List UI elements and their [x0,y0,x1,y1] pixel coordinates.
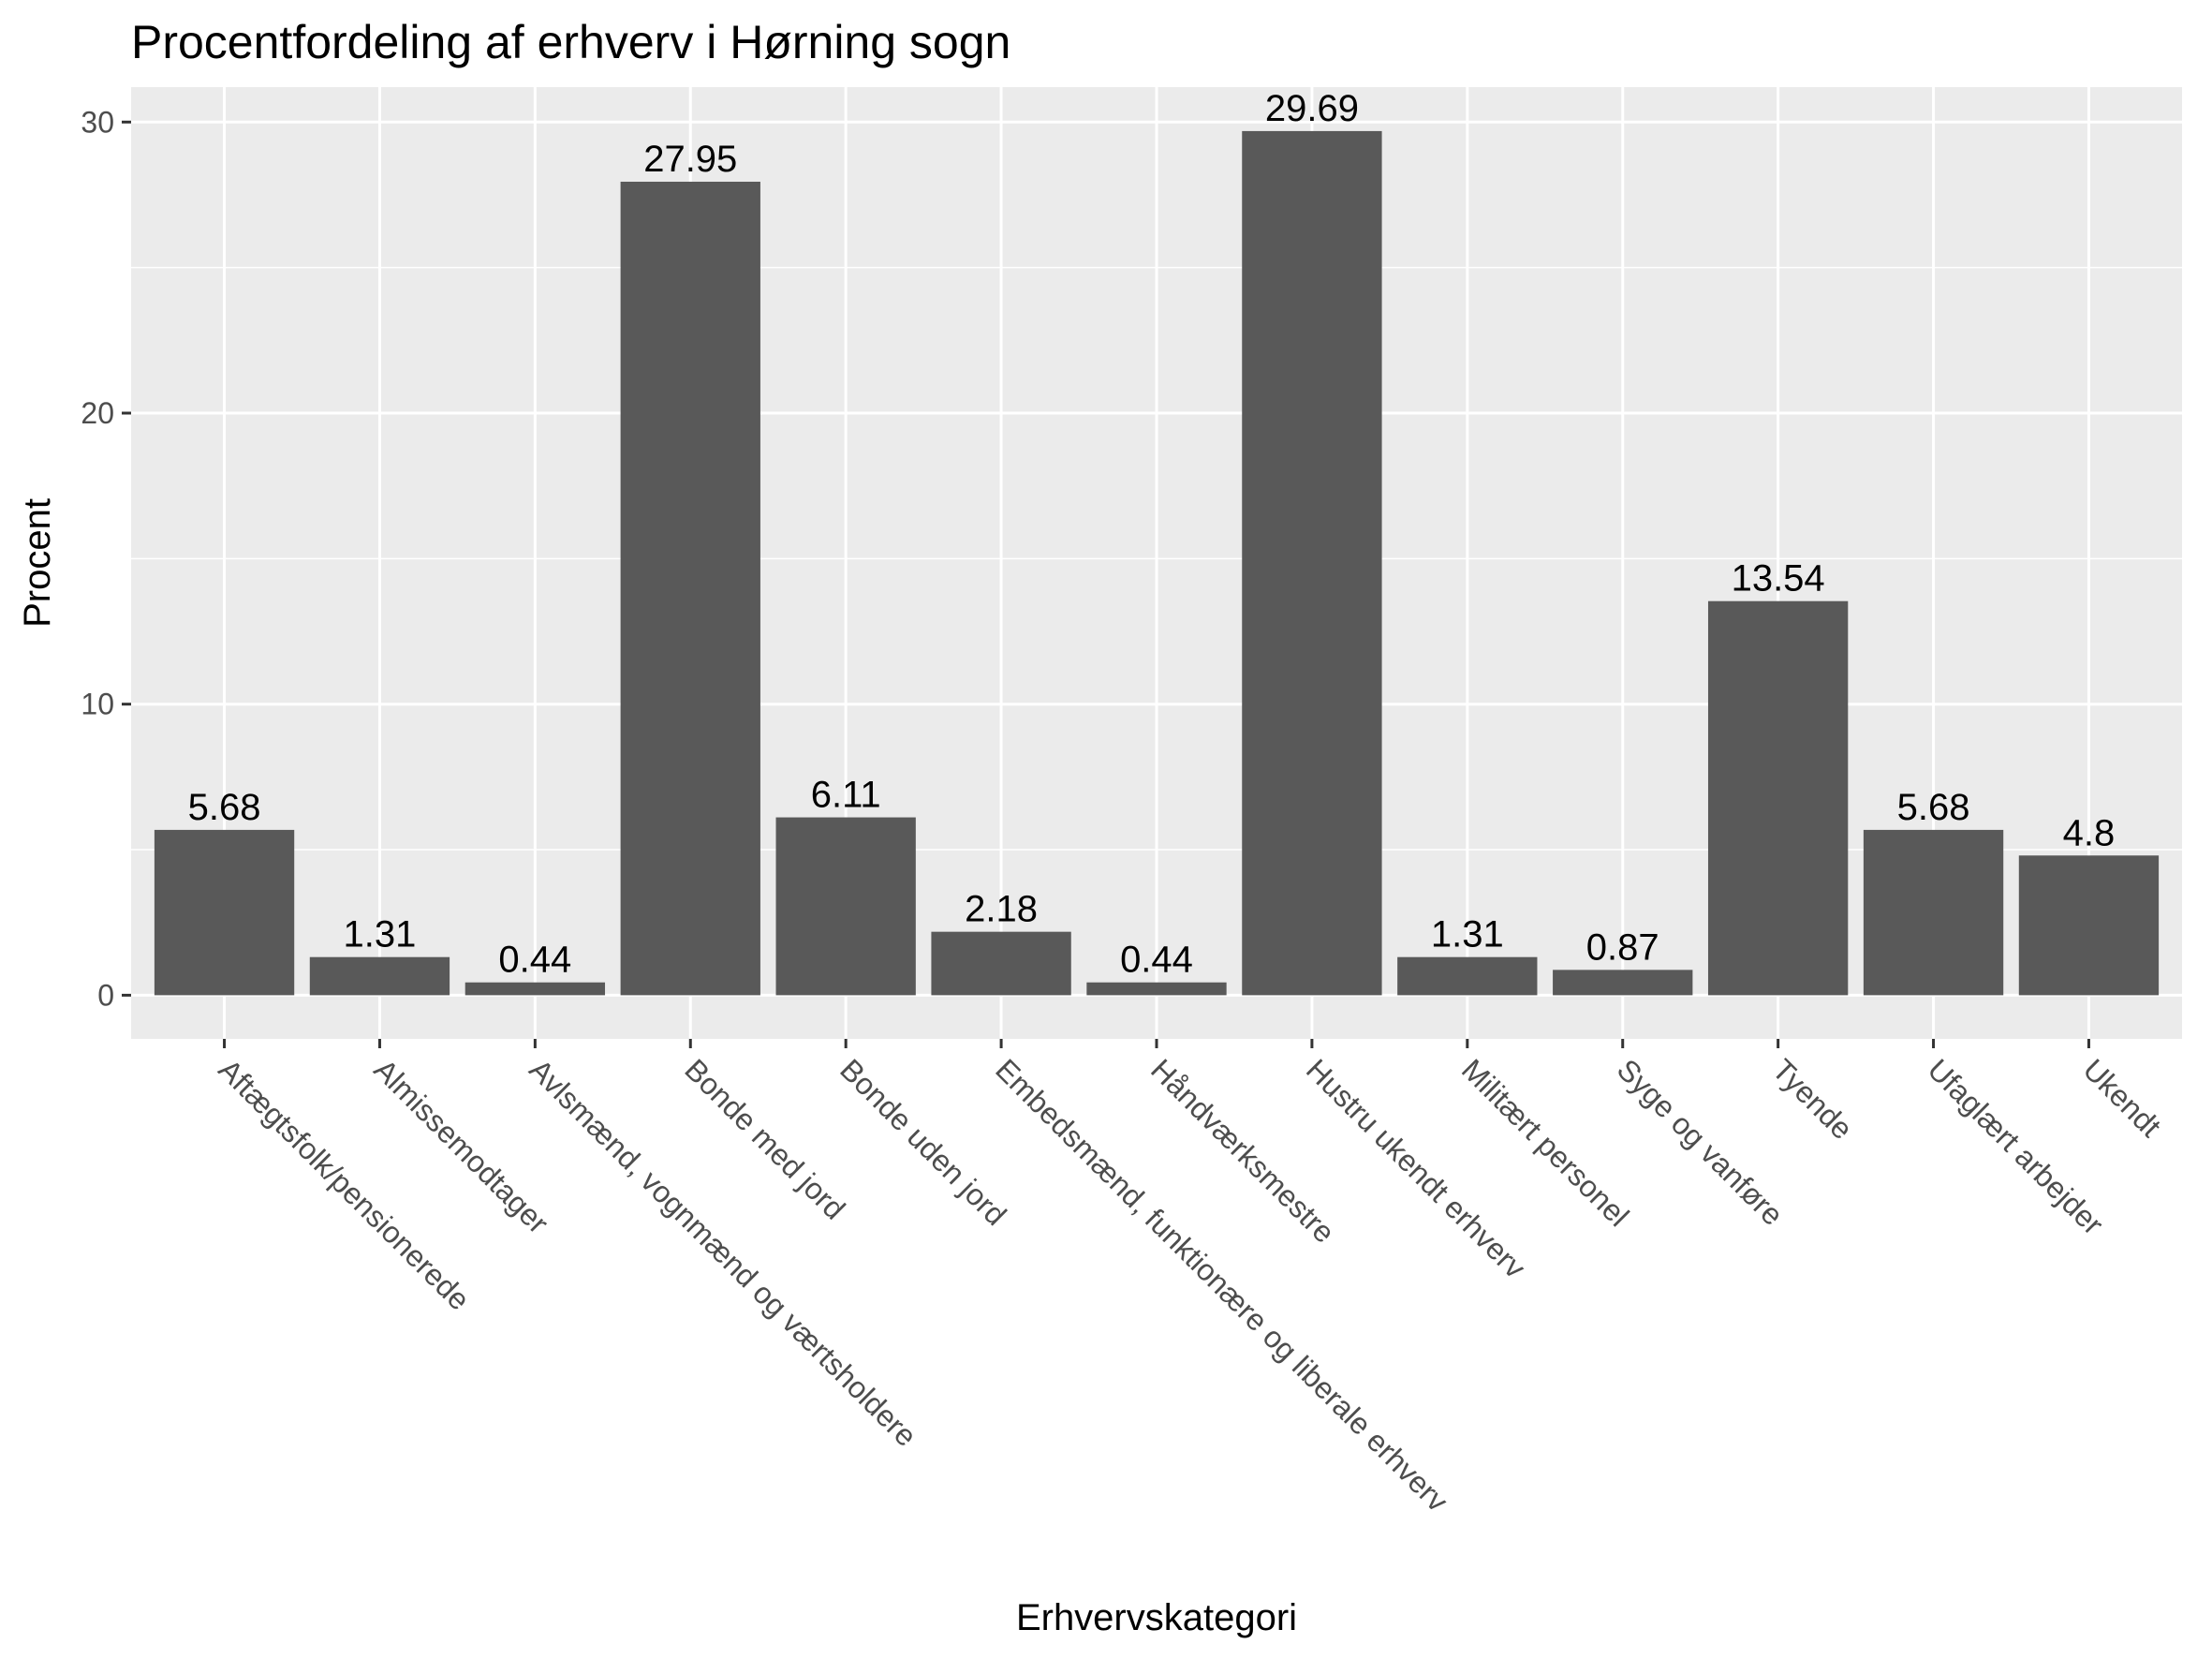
data-label: 13.54 [1732,558,1825,600]
bar [154,829,295,996]
x-axis-title: Erhvervskategori [1016,1597,1297,1638]
x-tick-label: Bonde med jord [678,1052,851,1225]
bar [1242,130,1382,996]
x-tick-label: Militært personel [1455,1052,1636,1233]
bar [1086,982,1227,996]
data-labels: 5.68 1.31 0.44 27.95 6.11 2.18 0.44 29.69 1.31 0.… [188,88,2116,981]
y-axis: 0 10 20 30 [81,105,131,1012]
bar [931,931,1071,996]
bar [309,956,450,996]
x-tick-label: Tyende [1766,1052,1860,1146]
x-axis: Aftægtsfolk/pensioneredeAlmissemodtagerA… [213,1039,2168,1518]
bar [1863,829,2004,996]
x-tick-label: Ukendt [2077,1052,2168,1143]
data-label: 5.68 [188,787,261,828]
data-label: 0.87 [1586,926,1659,968]
y-axis-title: Procent [17,498,58,628]
x-tick-label: Syge og vanføre [1611,1052,1790,1231]
bar [620,181,760,996]
bar [1397,956,1538,996]
data-label: 1.31 [344,914,417,955]
bars [154,130,2160,996]
x-tick-label: Aftægtsfolk/pensionerede [213,1052,477,1316]
data-label: 6.11 [811,775,881,816]
data-label: 29.69 [1265,88,1359,129]
y-tick-label: 0 [97,978,114,1012]
data-label: 0.44 [1120,940,1193,981]
data-label: 4.8 [2063,812,2116,853]
bar [465,982,606,996]
y-tick-label: 10 [81,688,114,721]
bar [2018,855,2160,996]
bar [1707,600,1849,996]
data-label: 1.31 [1431,914,1504,955]
bar [775,817,916,996]
data-label: 2.18 [965,889,1038,930]
data-label: 27.95 [643,139,737,180]
data-label: 0.44 [498,940,571,981]
data-label: 5.68 [1897,787,1970,828]
chart-title: Procentfordeling af erhverv i Hørning so… [131,16,1010,68]
x-tick-label: Bonde uden jord [833,1052,1013,1232]
bar [1553,970,1693,996]
y-tick-label: 30 [81,105,114,139]
y-tick-label: 20 [81,396,114,430]
